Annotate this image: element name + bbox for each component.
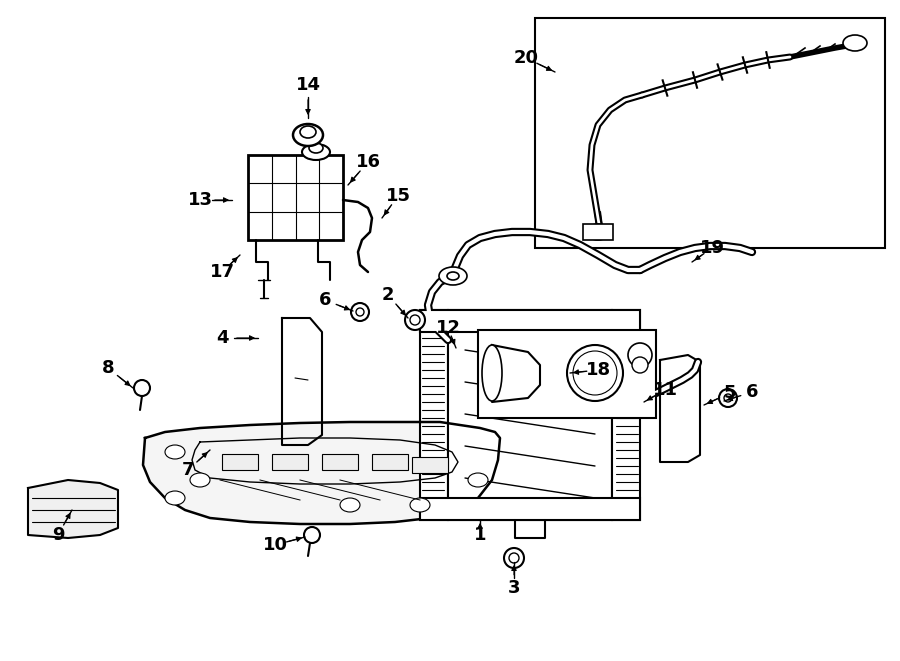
Text: 5: 5 — [724, 384, 736, 402]
Ellipse shape — [340, 498, 360, 512]
Bar — [272, 454, 308, 470]
Ellipse shape — [439, 267, 467, 285]
Bar — [322, 454, 358, 470]
Polygon shape — [28, 480, 118, 538]
Bar — [248, 155, 343, 240]
Bar — [420, 498, 640, 520]
Ellipse shape — [356, 308, 364, 316]
Text: 17: 17 — [210, 263, 235, 281]
Bar — [448, 310, 612, 520]
Ellipse shape — [410, 315, 420, 325]
Ellipse shape — [567, 345, 623, 401]
Text: 13: 13 — [187, 191, 212, 209]
Ellipse shape — [719, 389, 737, 407]
Ellipse shape — [573, 351, 617, 395]
Ellipse shape — [447, 272, 459, 280]
Ellipse shape — [586, 224, 610, 240]
Text: 12: 12 — [436, 319, 461, 337]
Ellipse shape — [302, 144, 330, 160]
Ellipse shape — [843, 35, 867, 51]
Text: 16: 16 — [356, 153, 381, 171]
Text: 11: 11 — [652, 381, 678, 399]
Text: 2: 2 — [382, 286, 394, 304]
Polygon shape — [143, 422, 500, 524]
Text: 14: 14 — [295, 76, 320, 94]
Ellipse shape — [509, 553, 519, 563]
Polygon shape — [660, 355, 700, 462]
Ellipse shape — [632, 357, 648, 373]
Bar — [612, 310, 640, 520]
Ellipse shape — [724, 394, 732, 402]
Text: 7: 7 — [182, 461, 194, 479]
Polygon shape — [492, 345, 540, 402]
Text: 18: 18 — [585, 361, 610, 379]
Text: 20: 20 — [514, 49, 538, 67]
Bar — [412, 457, 448, 473]
Ellipse shape — [628, 343, 652, 367]
Ellipse shape — [482, 345, 502, 401]
Text: 19: 19 — [699, 239, 725, 257]
Text: 6: 6 — [319, 291, 331, 309]
Ellipse shape — [304, 527, 320, 543]
Text: 8: 8 — [102, 359, 114, 377]
Ellipse shape — [405, 310, 425, 330]
Ellipse shape — [165, 491, 185, 505]
Ellipse shape — [468, 473, 488, 487]
Ellipse shape — [134, 380, 150, 396]
Bar — [478, 330, 656, 418]
Text: 15: 15 — [385, 187, 410, 205]
Text: 9: 9 — [52, 526, 64, 544]
Bar — [372, 454, 408, 470]
Ellipse shape — [504, 548, 524, 568]
Ellipse shape — [293, 124, 323, 146]
Ellipse shape — [351, 303, 369, 321]
Bar — [222, 454, 258, 470]
Bar — [420, 310, 640, 332]
Ellipse shape — [410, 498, 430, 512]
Bar — [420, 310, 448, 520]
Ellipse shape — [300, 126, 316, 138]
Ellipse shape — [190, 473, 210, 487]
Ellipse shape — [577, 355, 613, 391]
Bar — [535, 18, 885, 248]
Text: 4: 4 — [216, 329, 229, 347]
Ellipse shape — [165, 445, 185, 459]
Text: 6: 6 — [746, 383, 758, 401]
Ellipse shape — [309, 143, 323, 153]
Text: 3: 3 — [508, 579, 520, 597]
Text: 10: 10 — [263, 536, 287, 554]
Text: 1: 1 — [473, 526, 486, 544]
Bar — [583, 224, 613, 240]
Polygon shape — [282, 318, 322, 445]
